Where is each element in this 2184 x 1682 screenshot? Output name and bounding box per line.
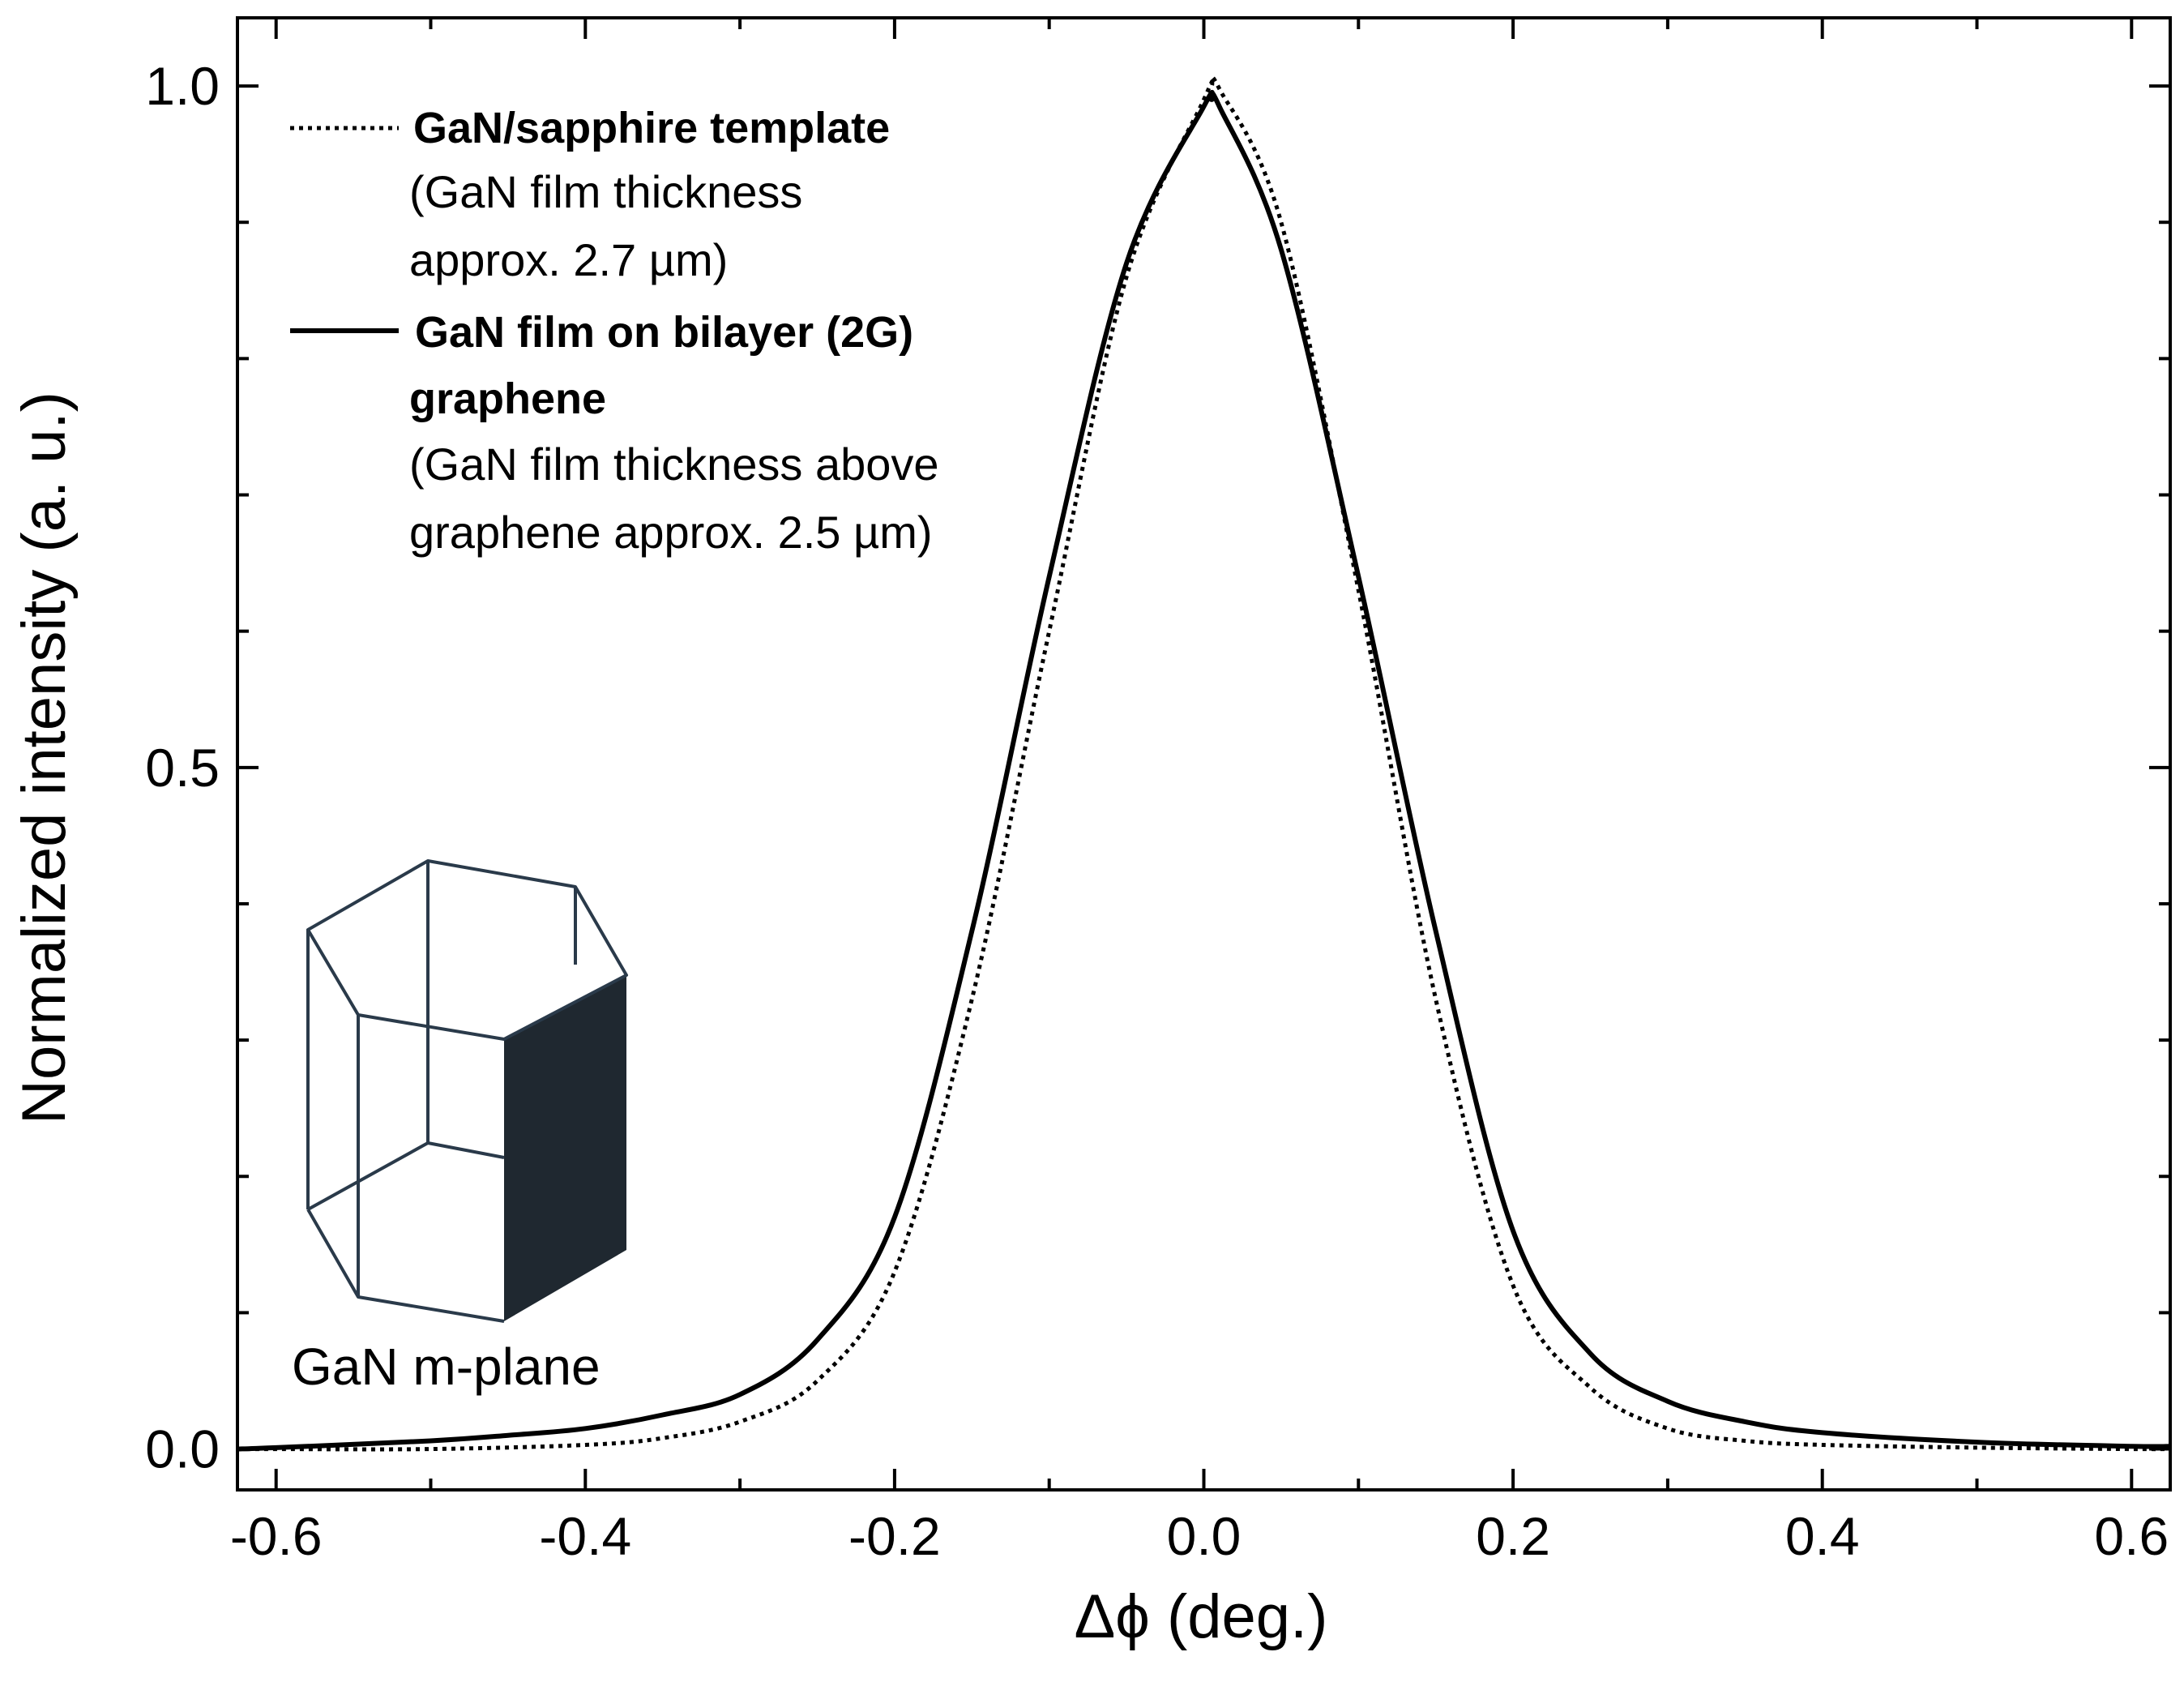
y-tick-label: 0.5 [145,738,220,798]
y-axis-label: Normalized intensity (a. u.) [10,392,79,1124]
legend: GaN/sapphire template (GaN film thicknes… [290,104,939,558]
y-tick-label: 1.0 [145,56,220,116]
gan-m-plane-inset: GaN m-plane [292,859,628,1396]
legend-desc-1b: approx. 2.7 µm) [409,234,728,285]
m-plane-face [504,975,626,1321]
x-tick-label: 0.4 [1785,1506,1860,1566]
hexagonal-prism-wireframe [306,859,628,1323]
series-lines [237,75,2171,1452]
tick-labels: -0.6 -0.4 -0.2 0.0 0.2 0.4 0.6 0.0 0.5 1.0 [145,56,2169,1566]
legend-desc-2b: graphene approx. 2.5 µm) [409,507,933,558]
axis-ticks [237,18,2170,1490]
y-tick-label: 0.0 [145,1419,220,1479]
x-tick-label: -0.6 [230,1506,323,1566]
legend-desc-1a: (GaN film thickness [409,166,802,217]
prism-bottom-hidden [307,1141,505,1211]
x-tick-label: 0.2 [1476,1506,1550,1566]
series-gan-sapphire-template [237,75,2171,1452]
inset-caption: GaN m-plane [292,1337,600,1396]
legend-title-2b: graphene [409,374,606,423]
x-tick-label: -0.4 [539,1506,631,1566]
legend-title-1: GaN/sapphire template [413,104,890,152]
legend-title-2a: GaN film on bilayer (2G) [415,308,913,357]
legend-desc-2a: (GaN film thickness above [409,439,939,490]
prism-bottom-visible [306,1209,505,1323]
x-axis-label: Δϕ (deg.) [1075,1582,1328,1651]
x-tick-label: -0.2 [848,1506,941,1566]
x-tick-label: 0.6 [2094,1506,2169,1566]
series-gan-on-bilayer-graphene [237,89,2171,1452]
x-tick-label: 0.0 [1167,1506,1242,1566]
